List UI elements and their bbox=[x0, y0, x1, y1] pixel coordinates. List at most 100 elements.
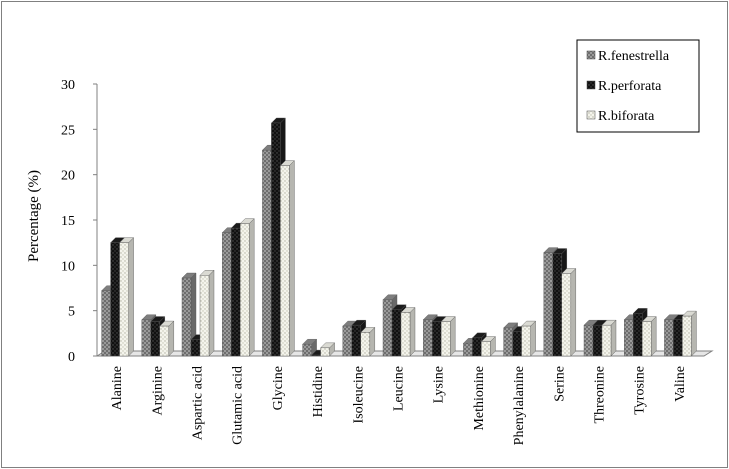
bar-front bbox=[181, 277, 192, 357]
bar-front bbox=[101, 290, 111, 357]
bar-front bbox=[360, 332, 370, 357]
bar-front bbox=[472, 337, 482, 357]
category-label: Isoleucine bbox=[351, 366, 366, 424]
y-tick-label: 0 bbox=[68, 350, 75, 365]
bar-front bbox=[221, 232, 232, 357]
bar-front bbox=[230, 227, 241, 357]
legend-box bbox=[576, 39, 700, 133]
bar-side bbox=[610, 319, 617, 357]
y-axis-label: Percentage (%) bbox=[26, 170, 42, 262]
bar-front bbox=[239, 223, 250, 357]
bar-front bbox=[423, 319, 433, 357]
category-label: Arginine bbox=[150, 366, 165, 416]
bar-front bbox=[302, 344, 312, 357]
bar-front bbox=[561, 273, 571, 357]
bar bbox=[641, 316, 657, 357]
bar bbox=[561, 268, 577, 357]
bar-front bbox=[682, 315, 692, 357]
category-label: Histidine bbox=[311, 366, 326, 417]
bar-front bbox=[141, 319, 152, 357]
bar bbox=[320, 342, 336, 357]
bar-front bbox=[119, 242, 129, 357]
category-label: Glutamic acid bbox=[231, 366, 246, 445]
bar bbox=[440, 316, 456, 357]
category-labels: Alanine Arginine Aspartic acid Glutamic aci… bbox=[110, 366, 688, 445]
bar-side bbox=[289, 160, 295, 357]
y-tick-label: 20 bbox=[61, 169, 75, 184]
bar bbox=[360, 326, 376, 357]
bar-side bbox=[691, 310, 697, 357]
bar-front bbox=[592, 324, 603, 357]
bar-front bbox=[583, 324, 594, 357]
bar-front bbox=[271, 122, 281, 357]
y-tick-label: 30 bbox=[61, 78, 75, 93]
category-label: Serine bbox=[552, 366, 567, 402]
bar-front bbox=[481, 341, 491, 357]
category-label: Tyrosine bbox=[633, 366, 648, 415]
bar-front bbox=[521, 325, 531, 357]
bar bbox=[279, 160, 295, 357]
bar-front bbox=[624, 319, 634, 357]
bar bbox=[159, 320, 175, 357]
bar-side bbox=[208, 269, 215, 357]
y-axis: 0 5 10 15 20 25 30 bbox=[61, 78, 98, 365]
bar-front bbox=[664, 319, 674, 357]
legend-swatch bbox=[586, 80, 596, 90]
bar bbox=[681, 310, 697, 357]
bar bbox=[400, 306, 416, 357]
bar-side bbox=[651, 316, 657, 357]
category-label: Lysine bbox=[432, 366, 447, 403]
legend-label: R.fenestrella bbox=[598, 49, 670, 64]
bar-front bbox=[391, 309, 402, 357]
bar-front bbox=[633, 313, 643, 357]
bar-front bbox=[110, 242, 120, 357]
bar-front bbox=[262, 149, 272, 357]
legend: R.fenestrella R.perforata R.biforata bbox=[576, 39, 700, 133]
category-label: Leucine bbox=[392, 366, 407, 411]
bar-front bbox=[320, 347, 330, 357]
bar-side bbox=[409, 306, 416, 357]
bar-side bbox=[168, 320, 175, 357]
bar bbox=[601, 319, 617, 357]
y-tick-label: 5 bbox=[68, 305, 75, 320]
bar-front bbox=[642, 321, 652, 357]
bar-front bbox=[351, 324, 361, 357]
bar-front bbox=[552, 253, 562, 357]
y-tick-label: 25 bbox=[61, 123, 75, 138]
bar-front bbox=[150, 321, 161, 357]
bar-front bbox=[601, 324, 612, 357]
bar bbox=[521, 320, 537, 357]
bar-front bbox=[199, 275, 210, 357]
bar-front bbox=[311, 354, 321, 357]
bar-front bbox=[190, 339, 201, 357]
category-label: Alanine bbox=[110, 366, 125, 410]
bar-side bbox=[570, 268, 576, 357]
bar-front bbox=[342, 325, 352, 357]
bar-front bbox=[673, 319, 683, 357]
bars-group bbox=[101, 117, 697, 357]
bar-front bbox=[159, 325, 170, 357]
category-label: Methionine bbox=[472, 366, 487, 431]
y-tick-label: 15 bbox=[61, 214, 75, 229]
bar bbox=[199, 269, 215, 357]
bar-front bbox=[382, 299, 393, 357]
category-label: Glycine bbox=[271, 366, 286, 410]
legend-swatch bbox=[586, 110, 596, 120]
legend-label: R.biforata bbox=[598, 109, 655, 124]
legend-label: R.perforata bbox=[598, 79, 662, 94]
bar-side bbox=[530, 320, 536, 357]
bar bbox=[239, 218, 255, 357]
bar-front bbox=[400, 312, 411, 357]
bar-side bbox=[248, 218, 255, 357]
y-tick-label: 10 bbox=[61, 259, 75, 274]
bar-front bbox=[503, 327, 513, 357]
category-label: Aspartic acid bbox=[191, 366, 206, 440]
legend-swatch bbox=[586, 50, 596, 60]
bar-side bbox=[450, 316, 456, 357]
bar-front bbox=[441, 321, 451, 357]
category-label: Phenylalanine bbox=[512, 366, 527, 445]
bar bbox=[480, 336, 496, 357]
bar-front bbox=[432, 321, 442, 357]
bar-side bbox=[128, 237, 134, 357]
